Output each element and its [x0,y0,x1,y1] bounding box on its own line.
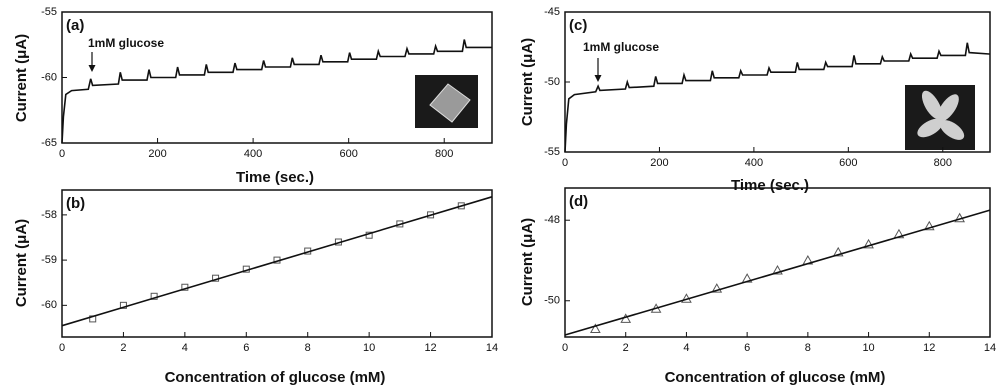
x-tick-label: 4 [683,342,689,354]
y-tick-label: -60 [41,299,57,311]
x-tick-label: 10 [862,342,874,354]
y-tick-label: -50 [544,76,560,88]
y-tick-label: -55 [41,6,57,18]
data-point [923,220,935,231]
x-tick-label: 14 [984,342,996,354]
x-tick-label: 800 [934,157,952,169]
y-tick-label: -58 [41,209,57,221]
y-tick-label: -48 [544,214,560,226]
x-tick-label: 14 [486,342,498,354]
x-tick-label: 200 [148,148,166,160]
inset-flower [917,90,965,140]
data-point [711,283,723,293]
x-tick-label: 800 [435,148,453,160]
x-tick-label: 10 [363,342,375,354]
y-tick-label: -45 [544,6,560,18]
data-point [119,301,127,309]
x-axis-label: Concentration of glucose (mM) [165,369,386,386]
panel-label: (c) [569,17,587,34]
inset-crystal [429,83,471,123]
y-axis-label: Current (μA) [519,218,536,306]
data-point [590,323,601,333]
y-tick-label: -59 [41,254,57,266]
x-axis-label: Concentration of glucose (mM) [665,369,886,386]
x-tick-label: 0 [59,342,65,354]
panel: 0 200 400 600 800 -55 -50 -45 (c) Time (sec.) Curr… [519,6,991,194]
y-axis-label: Current (μA) [13,219,30,307]
panel-label: (d) [569,193,588,210]
x-tick-label: 8 [805,342,811,354]
x-tick-label: 0 [59,148,65,160]
panel: 0 2 4 6 8 10 12 14 -50 -48 (d) Concentration of glu… [519,187,996,386]
y-tick-label: -55 [544,146,560,158]
data-point [893,228,905,239]
x-axis-label: Time (sec.) [236,169,314,186]
plot-frame [61,189,493,338]
x-tick-label: 400 [244,148,262,160]
y-tick-label: -60 [41,71,57,83]
panel-label: (b) [66,195,85,212]
x-tick-label: 400 [745,157,763,169]
y-axis-label: Current (μA) [519,38,536,126]
x-tick-label: 0 [562,157,568,169]
y-tick-label: -50 [544,295,560,307]
current-trace [61,39,492,144]
annotation: 1mM glucose [583,40,659,54]
data-point [863,238,874,249]
annotation: 1mM glucose [88,36,164,50]
arrow-head [594,75,602,82]
x-tick-label: 200 [650,157,668,169]
x-tick-label: 0 [562,342,568,354]
plot-frame [564,187,991,338]
x-tick-label: 6 [744,342,750,354]
panel: 0 200 400 600 800 -65 -60 -55 (a) Time (sec.) Curr… [13,6,493,186]
y-axis-label: Current (μA) [13,34,30,122]
arrow-head [88,65,96,72]
fit-line [61,196,493,327]
panel-label: (a) [66,17,84,34]
current-trace [564,42,990,153]
data-point [150,292,158,300]
data-point [772,265,783,275]
panel: 0 2 4 6 8 10 12 14 -60 -59 -58 (b) Concentration of … [13,189,498,386]
x-tick-label: 600 [339,148,357,160]
x-tick-label: 8 [305,342,311,354]
x-tick-label: 4 [182,342,188,354]
data-point [832,246,844,257]
x-tick-label: 600 [839,157,857,169]
x-tick-label: 2 [120,342,126,354]
fit-line [564,209,991,336]
x-tick-label: 12 [424,342,436,354]
y-tick-label: -65 [41,137,57,149]
x-tick-label: 2 [623,342,629,354]
x-tick-label: 12 [923,342,935,354]
x-tick-label: 6 [243,342,249,354]
x-axis-label: Time (sec.) [731,177,809,194]
